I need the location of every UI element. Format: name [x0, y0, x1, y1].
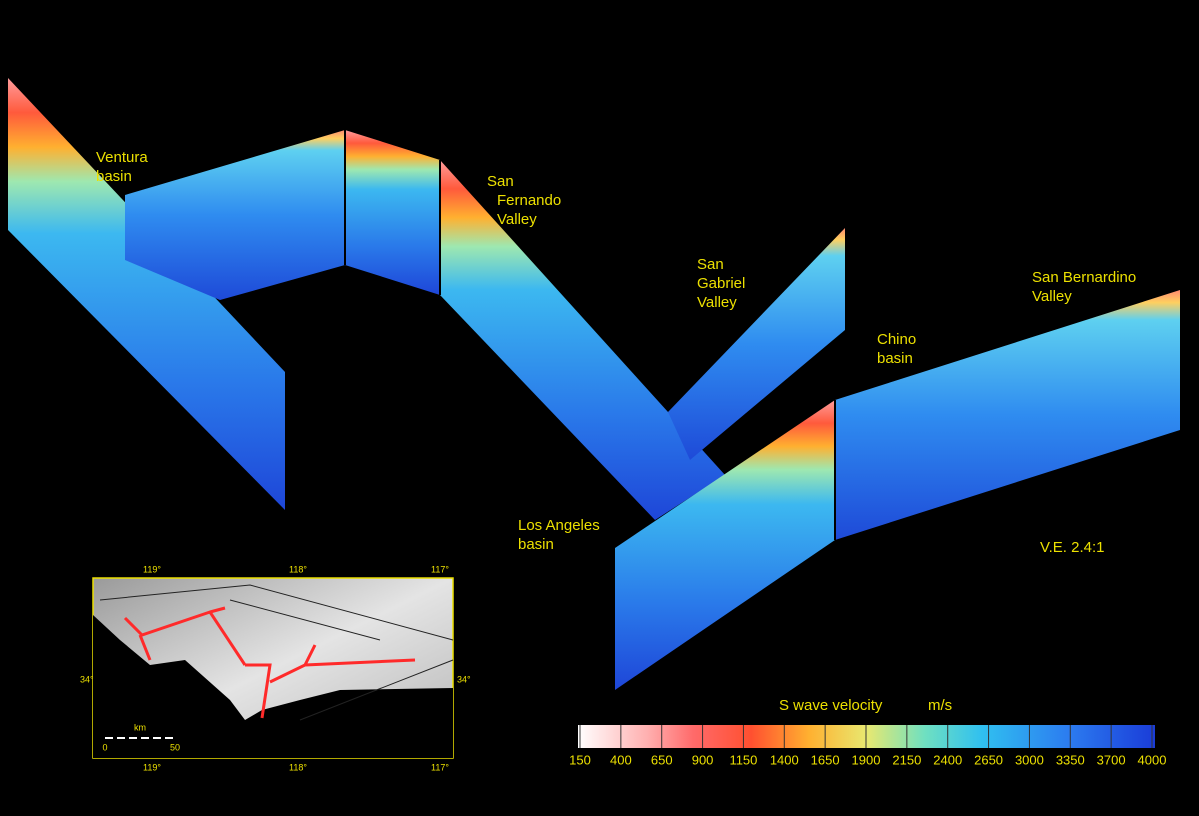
region-label: Valley	[497, 211, 537, 228]
colorbar-tick-label: 2150	[892, 752, 921, 767]
colorbar-tick-label: 3700	[1097, 752, 1126, 767]
scale-tick-label: 0	[102, 742, 107, 752]
section-panel	[345, 130, 440, 295]
colorbar-tick-label: 4000	[1138, 752, 1167, 767]
region-label: Fernando	[497, 192, 561, 209]
map-tick-label: 118°	[289, 762, 307, 772]
region-label: basin	[96, 168, 132, 185]
colorbar-tick-label: 1900	[852, 752, 881, 767]
section-panel	[125, 130, 345, 300]
scale-label: km	[134, 722, 146, 732]
colorbar-tick-label: 1400	[770, 752, 799, 767]
profile-lines	[123, 606, 416, 719]
map-tick-label: 117°	[431, 564, 449, 574]
section-panel	[668, 228, 845, 460]
region-label: Los Angeles	[518, 517, 600, 534]
colorbar-tick-label: 650	[651, 752, 673, 767]
map-tick-label: 34°	[457, 674, 471, 684]
section-panel	[615, 400, 835, 690]
colorbar-tick-label: 150	[569, 752, 591, 767]
ocean	[93, 615, 453, 758]
region-label: basin	[518, 536, 554, 553]
map-tick-label: 119°	[143, 762, 161, 772]
colorbar-tick-label: 3000	[1015, 752, 1044, 767]
colorbar-tick-label: 1650	[811, 752, 840, 767]
region-label: Valley	[1032, 288, 1072, 305]
colorbar-tick-label: 900	[692, 752, 714, 767]
scale-tick-label: 50	[170, 742, 180, 752]
faults	[99, 584, 454, 721]
section-panel	[440, 160, 725, 520]
ve-label: V.E. 2.4:1	[1040, 539, 1105, 556]
region-label: basin	[877, 350, 913, 367]
region-label: San Bernardino	[1032, 269, 1136, 286]
colorbar-tick-label: 2650	[974, 752, 1003, 767]
region-label: Ventura	[96, 149, 148, 166]
map-tick-label: 34°	[80, 674, 94, 684]
sections	[8, 78, 1180, 690]
colorbar-tick-label: 3350	[1056, 752, 1085, 767]
colorbar-unit: m/s	[928, 697, 952, 714]
region-label: Chino	[877, 331, 916, 348]
section-panel	[835, 290, 1180, 540]
colorbar-tick-label: 400	[610, 752, 632, 767]
region-label: Gabriel	[697, 275, 745, 292]
map-tick-label: 118°	[289, 564, 307, 574]
colorbar-title: S wave velocity	[779, 697, 883, 714]
colorbar-tick-label: 2400	[933, 752, 962, 767]
region-label: San	[487, 173, 514, 190]
map-tick-label: 117°	[431, 762, 449, 772]
colorbar-tick-label: 1150	[729, 752, 757, 767]
map-tick-label: 119°	[143, 564, 161, 574]
inset-map	[92, 577, 454, 759]
region-label: San	[697, 256, 724, 273]
region-label: Valley	[697, 294, 737, 311]
section-panel	[8, 78, 285, 510]
